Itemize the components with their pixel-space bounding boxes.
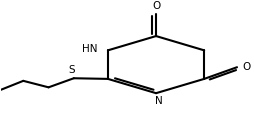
Text: S: S	[68, 65, 75, 75]
Text: HN: HN	[82, 44, 98, 54]
Text: O: O	[242, 62, 250, 72]
Text: N: N	[155, 96, 163, 106]
Text: O: O	[152, 1, 160, 11]
